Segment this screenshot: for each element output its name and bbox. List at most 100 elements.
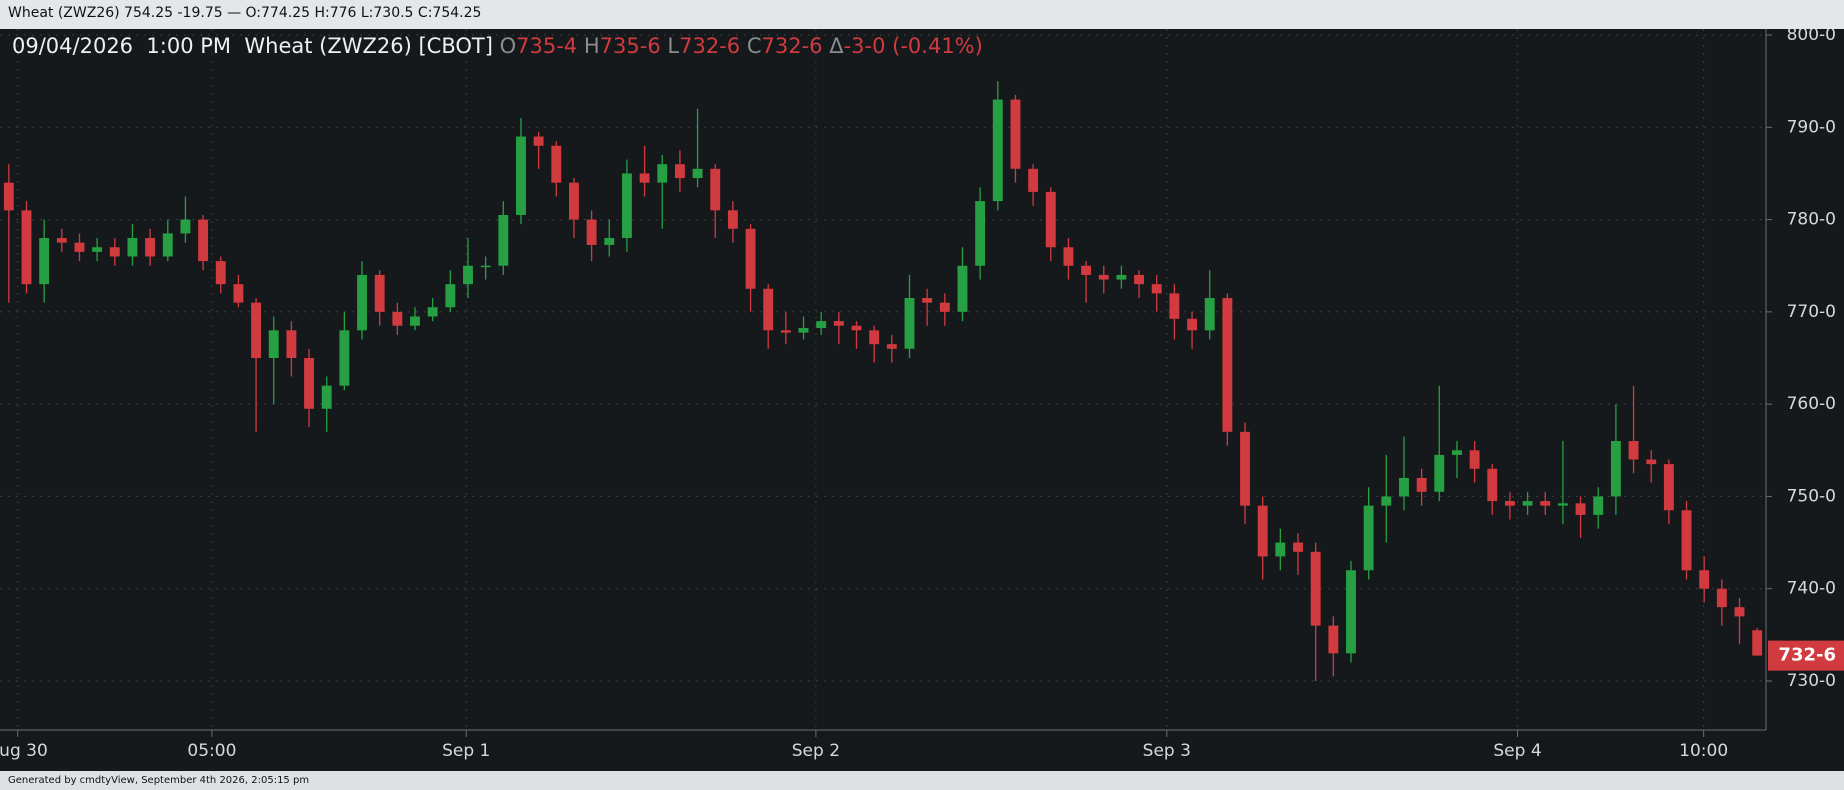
candle-body	[1522, 501, 1533, 506]
candle-body	[480, 265, 491, 268]
candle-body	[1151, 284, 1162, 294]
candle-body	[427, 307, 438, 317]
candle-body	[92, 247, 103, 252]
candle-body	[1416, 477, 1427, 492]
candle-body	[586, 219, 597, 245]
candle-body	[1204, 298, 1215, 331]
candle-body	[1646, 459, 1657, 465]
legend-time: 1:00 PM	[146, 34, 232, 58]
legend-date: 09/04/2026	[12, 34, 134, 58]
candle-body	[251, 302, 262, 358]
candle-body	[1010, 99, 1021, 169]
legend-value: 732-6	[761, 34, 823, 58]
candle-body	[1628, 441, 1639, 460]
candle-body	[127, 238, 138, 257]
candle-body	[498, 214, 509, 266]
candle-body	[304, 358, 314, 409]
legend-symbol: Wheat (ZWZ26) [CBOT]	[244, 34, 493, 58]
candle-body	[286, 330, 297, 358]
candle-body	[1346, 570, 1356, 654]
candle-body	[321, 385, 332, 409]
candle-body	[975, 201, 986, 266]
legend-value: 735-6	[599, 34, 661, 58]
candle-body	[357, 274, 367, 331]
candle-body	[392, 311, 403, 326]
candle-body	[1081, 265, 1092, 275]
candle-body	[869, 330, 880, 345]
legend-key: H	[583, 34, 600, 58]
candle-body	[780, 330, 791, 333]
candle-body	[1487, 468, 1498, 502]
x-tick-label: 10:00	[1679, 741, 1728, 761]
candle-body	[410, 316, 420, 326]
candle-body	[851, 325, 862, 331]
candle-body	[198, 219, 209, 262]
candle-body	[1045, 191, 1056, 248]
candle-body	[798, 328, 809, 333]
y-tick-label: 760-0	[1787, 394, 1836, 414]
candle-body	[463, 265, 473, 285]
legend-value: 735-4	[516, 34, 578, 58]
y-tick-label: 740-0	[1787, 579, 1836, 599]
candle-body	[1222, 298, 1233, 432]
legend-key: Δ	[829, 34, 844, 58]
y-tick-label: 750-0	[1787, 486, 1836, 506]
y-tick-label: 780-0	[1787, 210, 1836, 230]
candle-body	[56, 238, 67, 243]
candle-body	[1293, 542, 1303, 552]
candle-body	[1434, 454, 1445, 492]
candle-body	[1452, 450, 1462, 455]
legend-key: C	[746, 34, 762, 58]
candle-body	[674, 164, 685, 179]
candle-body	[1116, 274, 1127, 280]
candle-body	[657, 164, 668, 183]
candle-body	[3, 182, 14, 211]
legend-key: L	[667, 34, 680, 58]
legend-value: -3-0	[843, 34, 886, 58]
x-tick-label: Aug 30	[0, 741, 48, 761]
candle-body	[1575, 503, 1586, 515]
candle-body	[516, 136, 526, 215]
footer: Generated by cmdtyView, September 4th 20…	[0, 771, 1844, 790]
candle-body	[1399, 477, 1409, 497]
candle-body	[215, 261, 226, 285]
candle-body	[180, 219, 191, 234]
candle-body	[162, 233, 173, 257]
top-bar: Wheat (ZWZ26) 754.25 -19.75 — O:774.25 H…	[0, 0, 1844, 29]
candle-body	[763, 288, 774, 331]
candle-body	[816, 321, 827, 329]
legend-key: O	[499, 34, 517, 58]
candle-body	[1540, 501, 1551, 506]
candle-body	[992, 99, 1003, 202]
last-price-box	[1768, 640, 1844, 671]
chart: 730-0 740-0 750-0 760-0 770-0 780-0 790-0 800-0…	[0, 29, 1844, 771]
candle-body	[939, 302, 950, 312]
candle-body	[604, 238, 615, 245]
candle-body	[1610, 441, 1621, 497]
candle-body	[21, 210, 32, 285]
candle-body	[1328, 625, 1339, 654]
chart-background	[0, 29, 1844, 771]
candle-body	[1381, 496, 1392, 506]
candle-body	[1028, 168, 1039, 192]
candle-body	[145, 238, 156, 257]
candle-body	[1240, 431, 1250, 506]
candle-body	[39, 238, 50, 285]
legend-value: 732-6	[679, 34, 741, 58]
candle-body	[1098, 274, 1109, 280]
x-tick-label: Sep 2	[792, 741, 840, 761]
x-tick-label: Sep 1	[442, 741, 490, 761]
candle-body	[339, 330, 350, 386]
candle-body	[1187, 318, 1197, 331]
candle-body	[109, 247, 120, 257]
candle-body	[1681, 510, 1692, 571]
candle-body	[1557, 503, 1568, 506]
candle-body	[639, 173, 650, 183]
legend: 09/04/2026 1:00 PM Wheat (ZWZ26) [CBOT] …	[12, 34, 983, 58]
candle-body	[551, 145, 562, 183]
candle-body	[1169, 293, 1180, 319]
candle-body	[445, 284, 456, 308]
candle-body	[727, 210, 738, 229]
candle-body	[1363, 505, 1374, 571]
candle-body	[74, 242, 85, 252]
